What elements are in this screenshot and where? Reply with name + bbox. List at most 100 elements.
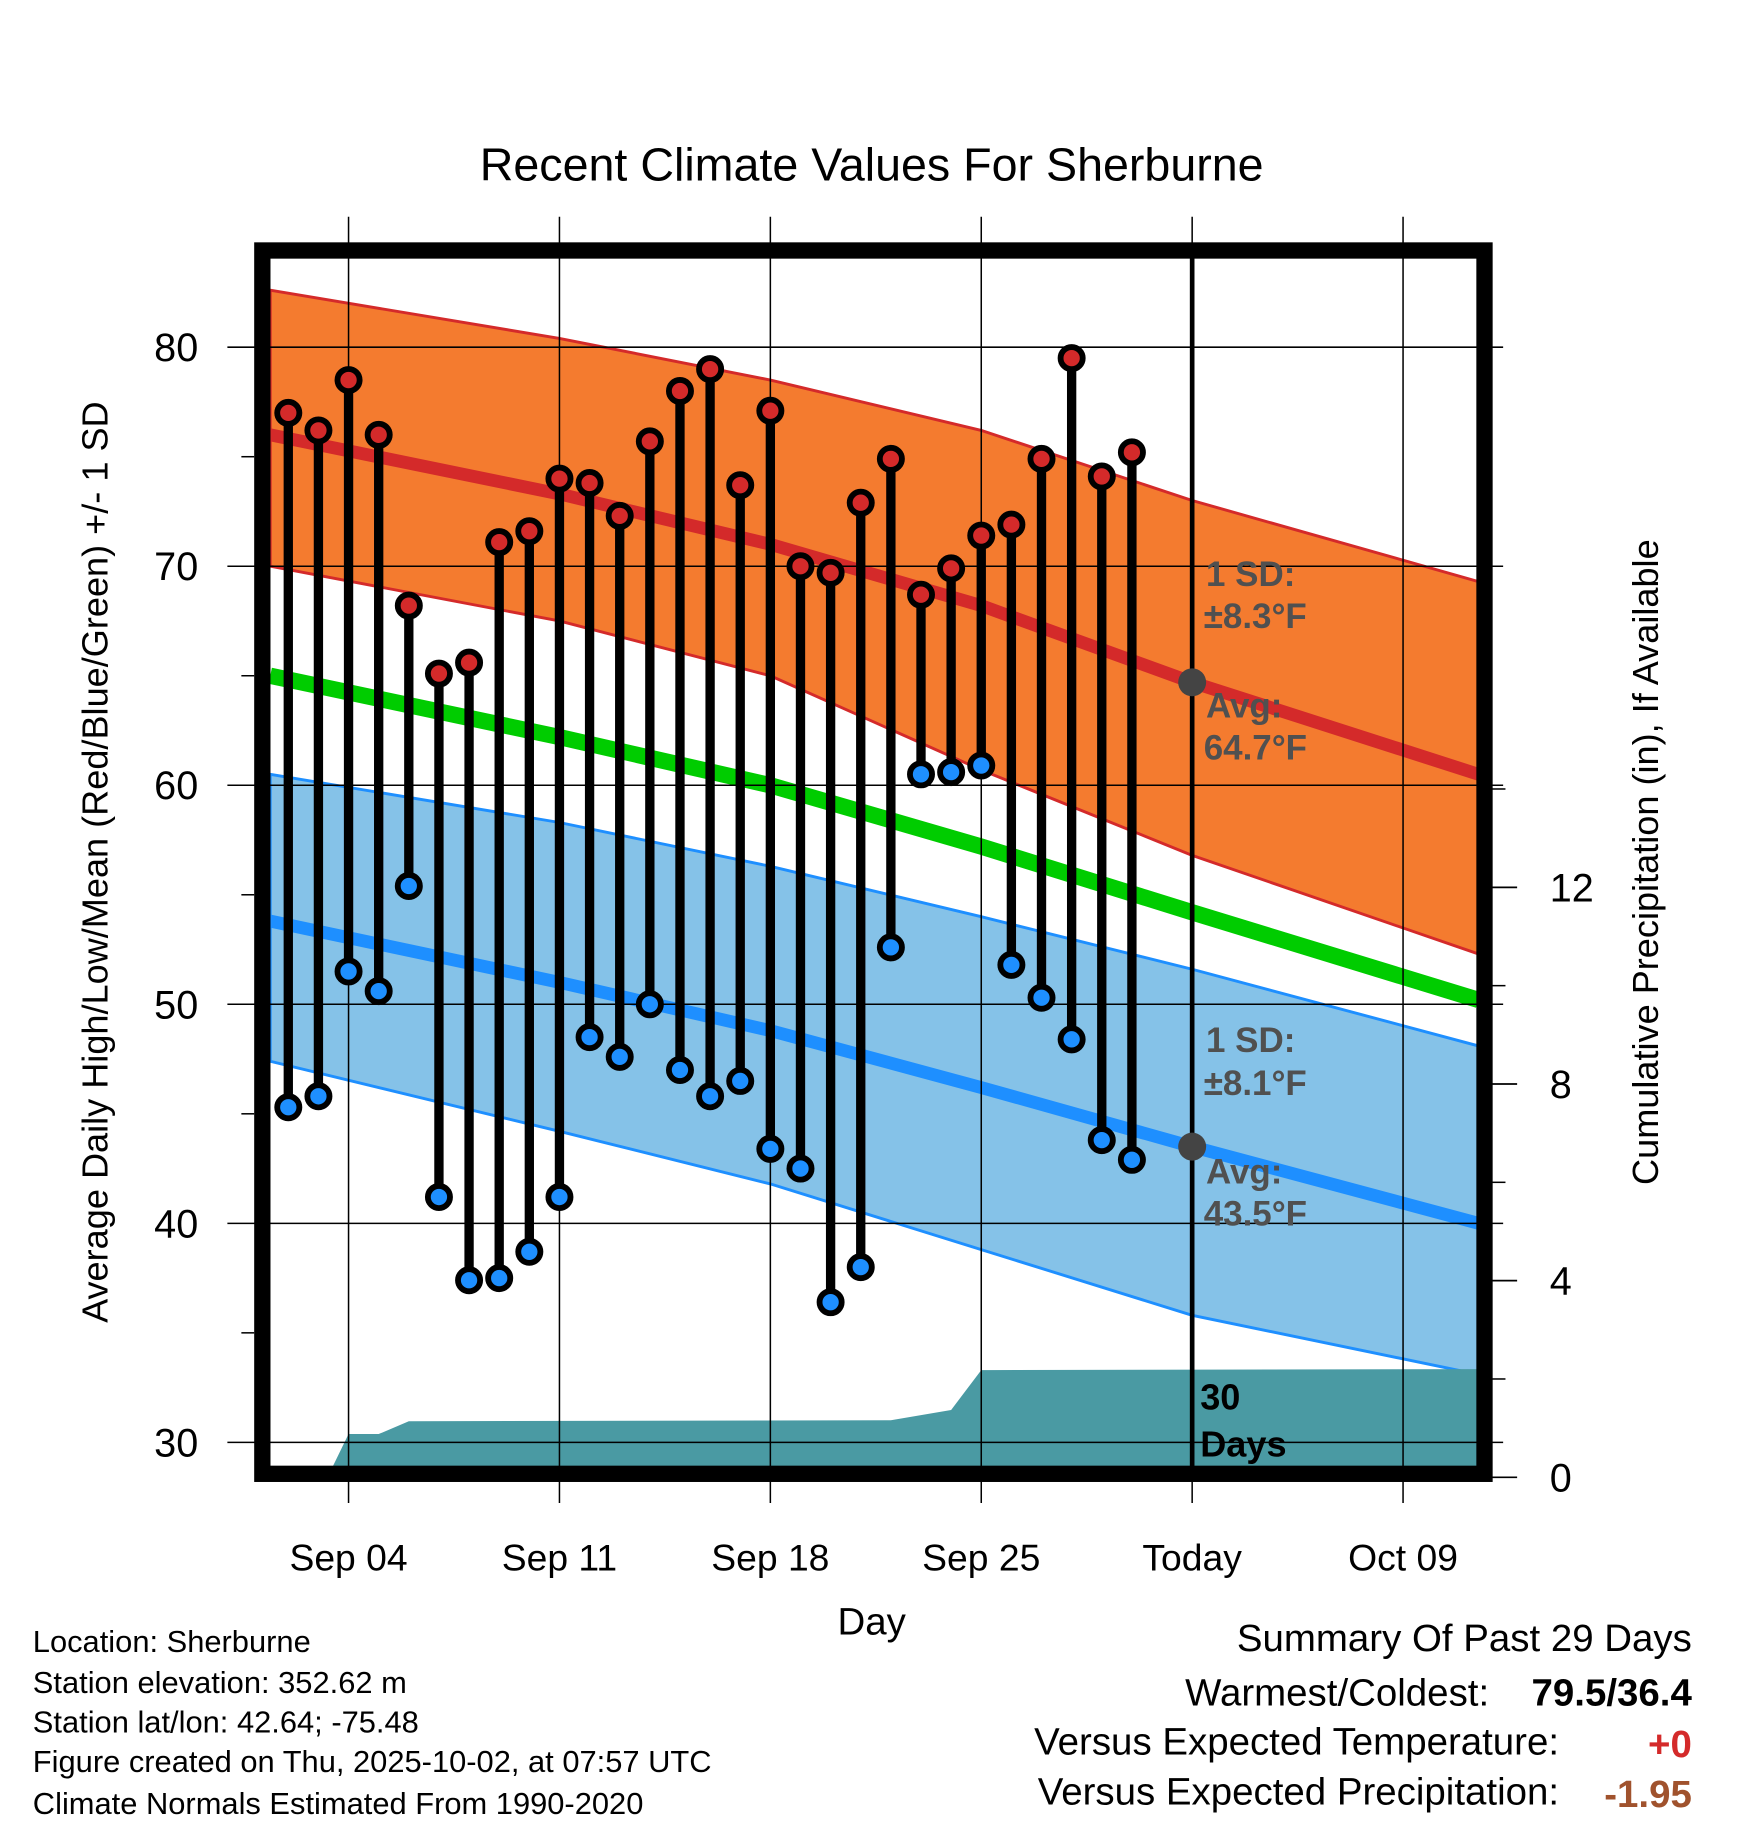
y-axis-label: Average Daily High/Low/Mean (Red/Blue/Gr…: [74, 401, 115, 1323]
low-avg-label: Avg:: [1206, 1153, 1282, 1192]
daily-low-point: [455, 1266, 484, 1295]
today-low-avg-marker: [1178, 1132, 1207, 1161]
y2-tick-label: 4: [1550, 1260, 1572, 1304]
location-text: Location: Sherburne: [33, 1624, 311, 1659]
daily-high-point: [1117, 438, 1146, 467]
daily-high-point: [997, 510, 1026, 539]
elevation-text: Station elevation: 352.62 m: [33, 1665, 407, 1700]
daily-low-point: [485, 1264, 514, 1293]
daily-low-point: [1027, 983, 1056, 1012]
y-tick-label: 40: [154, 1202, 198, 1246]
x-tick-label: Sep 04: [289, 1537, 407, 1579]
daily-high-point: [1087, 462, 1116, 491]
daily-low-point: [967, 751, 996, 780]
high-normal-line: [268, 428, 1481, 781]
annotations: 1 SD: ±8.3°F Avg: 64.7°F 1 SD: ±8.1°F Av…: [1200, 555, 1307, 1464]
daily-low-point: [394, 872, 423, 900]
latlon-text: Station lat/lon: 42.64; -75.48: [33, 1704, 419, 1739]
precip-vs-expected-label: Versus Expected Precipitation:: [1038, 1771, 1559, 1814]
daily-low-point: [304, 1082, 333, 1111]
summary: Summary Of Past 29 Days Warmest/Coldest:…: [1034, 1617, 1692, 1816]
low-sd-value: ±8.1°F: [1204, 1064, 1307, 1103]
daily-high-point: [334, 366, 363, 395]
daily-high-point: [424, 659, 453, 688]
daily-low-point: [605, 1042, 634, 1071]
daily-low-point: [997, 950, 1026, 979]
daily-low-point: [937, 758, 966, 787]
daily-bars: [274, 344, 1207, 1317]
daily-low-point: [907, 760, 935, 789]
daily-high-point: [665, 377, 694, 405]
station-info: Location: Sherburne Station elevation: 3…: [33, 1624, 712, 1821]
daily-high-point: [545, 464, 574, 493]
daily-high-point: [786, 552, 815, 581]
temp-vs-expected-label: Versus Expected Temperature:: [1034, 1721, 1559, 1764]
x-tick-label: Sep 11: [502, 1537, 617, 1579]
daily-high-point: [394, 591, 423, 620]
daily-high-point: [575, 469, 604, 497]
daily-low-point: [816, 1288, 845, 1317]
x-tick-label: Today: [1142, 1537, 1242, 1579]
daily-high-point: [455, 648, 484, 677]
daily-low-point: [274, 1093, 303, 1122]
daily-high-point: [846, 488, 875, 517]
daily-low-point: [364, 977, 393, 1006]
daily-low-point: [1087, 1126, 1116, 1155]
daily-high-point: [1057, 344, 1086, 373]
warm-cold-label: Warmest/Coldest:: [1185, 1672, 1489, 1715]
precip-vs-expected-value: -1.95: [1604, 1773, 1692, 1816]
daily-low-point: [635, 990, 664, 1019]
daily-high-point: [1027, 444, 1056, 473]
plot-frame: [254, 242, 1493, 1482]
high-avg-value: 64.7°F: [1204, 729, 1307, 768]
high-sd-label: 1 SD:: [1206, 555, 1295, 594]
x-tick-label: Oct 09: [1348, 1537, 1458, 1579]
daily-low-point: [786, 1154, 815, 1183]
y-tick-label: 80: [154, 326, 198, 370]
period-unit: Days: [1200, 1423, 1286, 1464]
daily-high-point: [726, 471, 755, 500]
daily-high-point: [907, 580, 935, 609]
temp-vs-expected-value: +0: [1648, 1723, 1692, 1766]
y-tick-label: 50: [154, 983, 198, 1027]
daily-low-point: [756, 1134, 785, 1163]
daily-low-point: [334, 957, 363, 986]
daily-low-point: [545, 1183, 574, 1212]
daily-low-point: [1117, 1145, 1146, 1174]
y2-tick-label: 12: [1550, 866, 1594, 910]
daily-low-point: [515, 1237, 544, 1266]
summary-title: Summary Of Past 29 Days: [1237, 1617, 1692, 1660]
warm-cold-value: 79.5/36.4: [1532, 1672, 1693, 1715]
created-text: Figure created on Thu, 2025-10-02, at 07…: [33, 1744, 712, 1779]
daily-low-point: [575, 1023, 604, 1052]
mean-normal-line: [268, 667, 1481, 1008]
x-axis-label: Day: [837, 1601, 906, 1644]
daily-low-point: [696, 1082, 725, 1111]
x-tick-label: Sep 25: [922, 1537, 1040, 1579]
daily-high-point: [304, 416, 333, 445]
daily-high-point: [274, 398, 303, 427]
daily-low-point: [876, 933, 905, 962]
daily-high-point: [515, 517, 544, 546]
daily-high-point: [756, 396, 785, 425]
y2-axis-label: Cumulative Precipitation (in), If Availa…: [1625, 539, 1666, 1185]
chart-title: Recent Climate Values For Sherburne: [480, 139, 1264, 191]
precipitation-area: [327, 1369, 1478, 1478]
normal-bands: [268, 288, 1481, 1478]
y-tick-label: 30: [154, 1421, 198, 1465]
low-normal-line: [268, 914, 1481, 1230]
daily-low-point: [726, 1066, 755, 1095]
daily-high-point: [937, 554, 966, 583]
y-tick-label: 70: [154, 545, 198, 589]
y2-tick-label: 0: [1550, 1456, 1572, 1500]
high-sd-value: ±8.3°F: [1204, 597, 1307, 636]
normals-text: Climate Normals Estimated From 1990-2020: [33, 1786, 644, 1821]
daily-low-point: [1057, 1025, 1086, 1054]
daily-high-point: [485, 528, 514, 557]
high-avg-label: Avg:: [1206, 687, 1282, 726]
daily-high-point: [605, 501, 634, 530]
daily-high-point: [816, 558, 845, 587]
x-tick-label: Sep 18: [711, 1537, 829, 1579]
daily-high-point: [696, 355, 725, 384]
